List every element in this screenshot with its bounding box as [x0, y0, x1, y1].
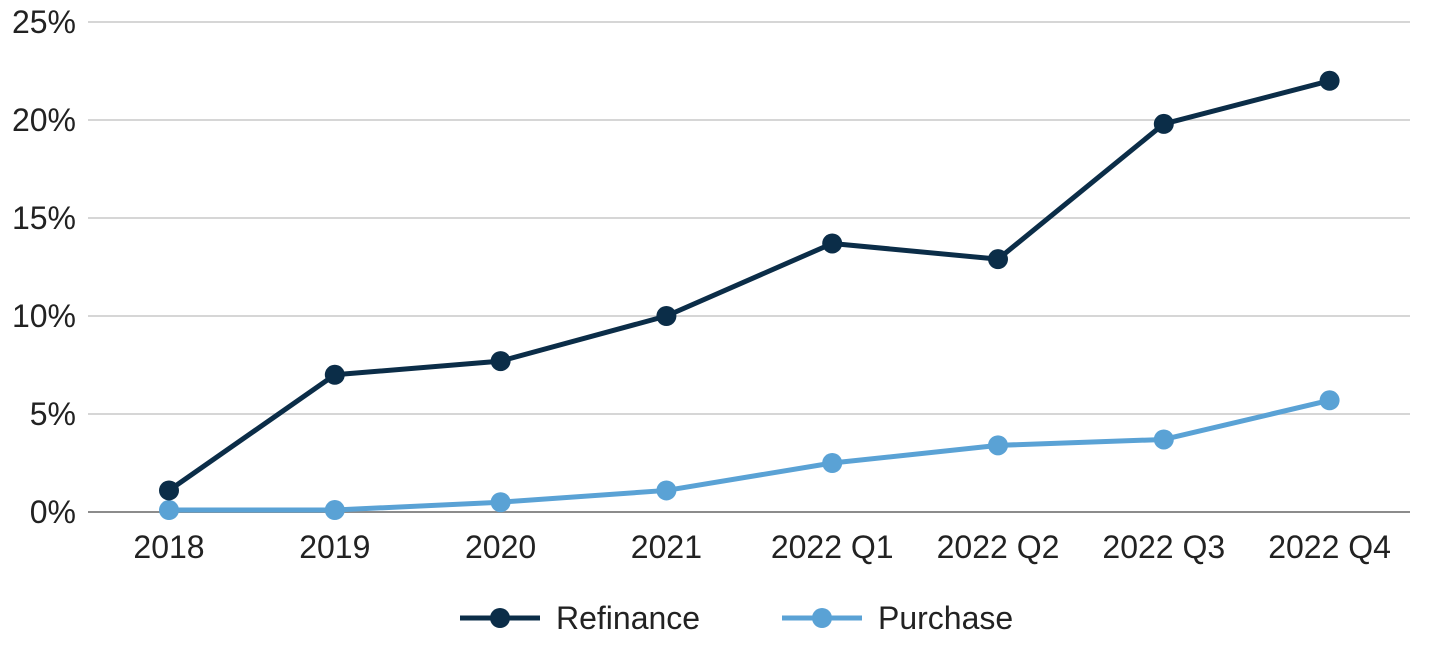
legend: Refinance Purchase: [460, 600, 1013, 636]
x-tick-label: 2022 Q3: [1102, 529, 1225, 565]
data-point-refinance: [159, 480, 179, 501]
y-tick-label: 10%: [12, 298, 76, 334]
data-point-purchase: [1153, 429, 1174, 450]
data-point-purchase: [1319, 390, 1340, 411]
y-tick-label: 15%: [12, 200, 76, 236]
data-point-purchase: [822, 453, 843, 473]
data-point-purchase: [988, 435, 1008, 456]
x-tick-label: 2019: [299, 529, 370, 565]
series-refinance: [159, 70, 1340, 501]
data-point-refinance: [1153, 113, 1174, 134]
gridlines: [88, 21, 1410, 513]
series-line-refinance: [166, 78, 1333, 493]
legend-marker-purchase: [812, 608, 832, 628]
x-tick-label: 2022 Q1: [771, 529, 894, 565]
y-tick-label: 25%: [12, 4, 76, 40]
series-purchase: [159, 390, 1340, 521]
data-point-refinance: [1319, 70, 1340, 91]
data-point-purchase: [490, 492, 511, 513]
x-tick-label: 2022 Q4: [1268, 529, 1391, 565]
x-tick-label: 2022 Q2: [937, 529, 1060, 565]
data-point-refinance: [656, 306, 677, 326]
x-tick-label: 2018: [133, 529, 204, 565]
data-point-purchase: [656, 480, 677, 501]
y-tick-label: 5%: [30, 396, 76, 432]
x-tick-label: 2020: [465, 529, 536, 565]
series-line-purchase: [166, 397, 1333, 513]
data-point-refinance: [822, 233, 843, 254]
legend-label-purchase: Purchase: [878, 600, 1013, 636]
legend-item-refinance: Refinance: [460, 600, 700, 636]
data-point-refinance: [490, 351, 511, 372]
legend-marker-refinance: [490, 608, 510, 628]
data-point-refinance: [988, 249, 1008, 270]
series-lines: [159, 70, 1340, 521]
x-axis-tick-labels: 2018 2019 2020 2021 2022 Q1 2022 Q2 2022 Q3 202…: [133, 529, 1391, 565]
x-tick-label: 2021: [631, 529, 702, 565]
y-axis-tick-labels: 0% 5% 10% 15% 20% 25%: [12, 4, 76, 530]
data-point-purchase: [159, 500, 179, 521]
y-tick-label: 20%: [12, 102, 76, 138]
y-tick-label: 0%: [30, 494, 76, 530]
data-point-refinance: [324, 364, 345, 385]
legend-item-purchase: Purchase: [782, 600, 1013, 636]
legend-label-refinance: Refinance: [556, 600, 700, 636]
data-point-purchase: [324, 500, 345, 521]
